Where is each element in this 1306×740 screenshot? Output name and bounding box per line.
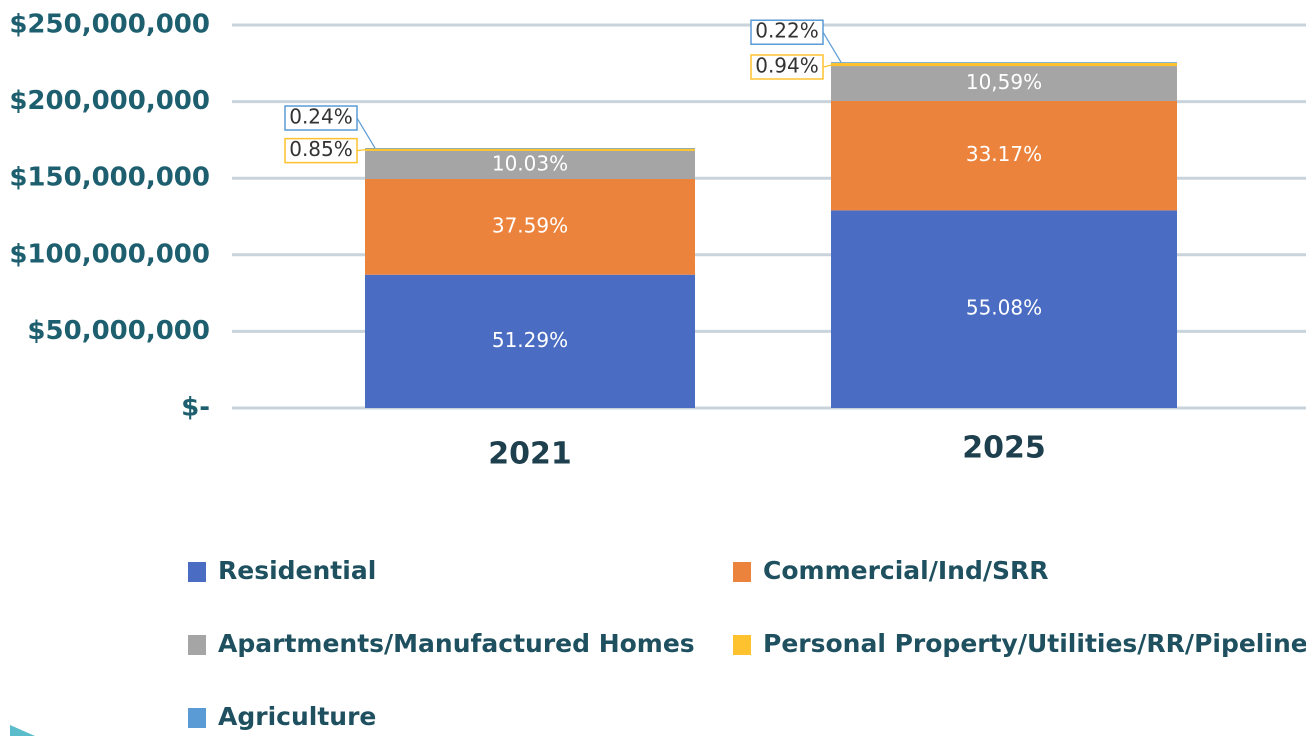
- leader-line: [822, 62, 842, 68]
- label-box: [750, 19, 824, 45]
- legend-swatch: [188, 562, 206, 582]
- bar-segment: [831, 66, 1177, 101]
- segment-label: 37.59%: [492, 213, 568, 237]
- legend-swatch: [733, 562, 751, 582]
- segment-label: 0.22%: [755, 19, 819, 43]
- leader-line: [356, 117, 376, 149]
- y-tick-label: $100,000,000: [9, 239, 210, 269]
- segment-label: 0.94%: [755, 53, 819, 77]
- decoration: [10, 725, 35, 736]
- y-tick-label: $150,000,000: [9, 163, 210, 193]
- bar-segment: [831, 210, 1177, 408]
- segment-label: 55.08%: [966, 296, 1042, 320]
- bar-segment: [365, 148, 695, 151]
- bar-segment: [365, 150, 695, 179]
- legend-label: Agriculture: [218, 702, 376, 731]
- bar-segment: [365, 148, 695, 149]
- legend-swatch: [188, 635, 206, 655]
- legend-label: Commercial/Ind/SRR: [763, 556, 1049, 585]
- legend-label: Apartments/Manufactured Homes: [218, 629, 695, 658]
- y-tick-label: $50,000,000: [27, 316, 210, 346]
- segment-label: 0.24%: [289, 105, 353, 129]
- bar-segment: [831, 62, 1177, 67]
- segment-label: 0.85%: [289, 137, 353, 161]
- x-tick-label: 2021: [488, 437, 572, 472]
- y-tick-label: $-: [181, 393, 210, 423]
- label-box: [284, 105, 358, 131]
- leader-line: [356, 148, 376, 152]
- legend-label: Residential: [218, 556, 376, 585]
- segment-label: 51.29%: [492, 328, 568, 352]
- legend-label: Personal Property/Utilities/RR/Pipelines: [763, 629, 1306, 658]
- bar-segment: [365, 274, 695, 408]
- bar-segment: [365, 178, 695, 275]
- y-tick-label: $200,000,000: [9, 86, 210, 116]
- segment-label: 10,59%: [966, 70, 1042, 94]
- leader-line: [822, 31, 842, 63]
- label-box: [284, 137, 358, 164]
- legend-swatch: [188, 708, 206, 728]
- legend-swatch: [733, 635, 751, 655]
- segment-label: 10.03%: [492, 151, 568, 175]
- segment-label: 33.17%: [966, 142, 1042, 166]
- bar-segment: [831, 62, 1177, 63]
- bar-segment: [831, 100, 1177, 211]
- y-tick-label: $250,000,000: [9, 10, 210, 40]
- x-tick-label: 2025: [962, 431, 1046, 466]
